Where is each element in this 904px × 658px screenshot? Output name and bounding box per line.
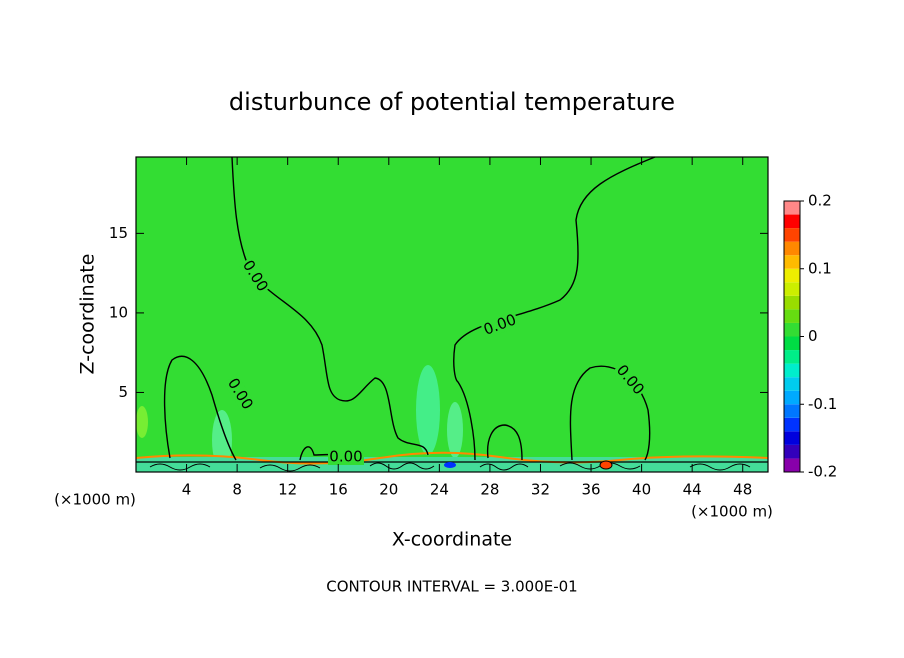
colorbar-band — [784, 390, 800, 405]
colorbar-band — [784, 255, 800, 269]
x-axis-label: X-coordinate — [392, 529, 512, 551]
field-feature — [136, 406, 148, 438]
chart-title: disturbunce of potential temperature — [229, 88, 675, 116]
x-tick-label: 28 — [480, 481, 499, 499]
y-axis-label: Z-coordinate — [77, 254, 99, 375]
colorbar-band — [784, 309, 800, 323]
x-tick-label: 44 — [683, 481, 702, 499]
x-tick-label: 40 — [632, 481, 651, 499]
colorbar-band — [784, 377, 800, 391]
field-feature — [212, 410, 232, 470]
colorbar-band — [784, 458, 800, 472]
surface-blob — [599, 460, 613, 470]
colorbar-band — [784, 268, 800, 283]
surface-blob — [444, 462, 456, 468]
contour-label-bg — [480, 311, 520, 339]
field-feature — [447, 402, 463, 458]
colorbar-tick-label: 0.2 — [808, 192, 832, 210]
surface-line — [135, 451, 769, 465]
plot-area: 0.000.000.000.000.00 — [135, 156, 769, 473]
colorbar-band — [784, 336, 800, 351]
y-tick-label: 10 — [109, 303, 128, 321]
colorbar-band — [784, 404, 800, 418]
colorbar-band — [784, 214, 800, 229]
colorbar-band — [784, 295, 800, 310]
colorbar-band — [784, 431, 800, 445]
contour-label-bg — [328, 449, 364, 465]
colorbar-tick-label: -0.1 — [808, 395, 837, 413]
y-unit: (×1000 m) — [54, 491, 136, 509]
x-tick-label: 12 — [278, 481, 297, 499]
colorbar-band — [784, 282, 800, 296]
contour-label: 0.00 — [329, 448, 362, 466]
x-tick-label: 4 — [182, 481, 192, 499]
plot-frame — [135, 156, 769, 473]
colorbar-tick-label: 0 — [808, 327, 818, 345]
contour-label-bg — [223, 374, 257, 414]
colorbar-band — [784, 444, 800, 459]
colorbar-tick-label: -0.2 — [808, 463, 837, 481]
contour-label-bg — [238, 256, 272, 296]
colorbar-tick-label: 0.1 — [808, 259, 832, 277]
x-tick-label: 16 — [329, 481, 348, 499]
contour-label-bg — [612, 361, 648, 399]
x-tick-label: 8 — [232, 481, 242, 499]
colorbar-band — [784, 228, 800, 242]
colorbar-band — [784, 322, 800, 337]
footer: CONTOUR INTERVAL = 3.000E-01 — [326, 578, 577, 596]
colorbar-band — [784, 350, 800, 364]
x-unit: (×1000 m) — [691, 503, 773, 521]
surface-line — [149, 462, 751, 472]
contour-line — [486, 424, 523, 461]
colorbar-band — [784, 241, 800, 256]
contour-line — [163, 355, 237, 461]
colorbar-band — [784, 363, 800, 378]
field-feature — [416, 365, 440, 455]
y-tick-label: 5 — [118, 383, 128, 401]
x-tick-label: 24 — [430, 481, 449, 499]
colorbar-band — [784, 201, 800, 215]
x-tick-label: 48 — [733, 481, 752, 499]
x-tick-label: 36 — [581, 481, 600, 499]
x-tick-label: 20 — [379, 481, 398, 499]
colorbar-band — [784, 417, 800, 432]
y-tick-label: 15 — [109, 224, 128, 242]
x-tick-label: 32 — [531, 481, 550, 499]
